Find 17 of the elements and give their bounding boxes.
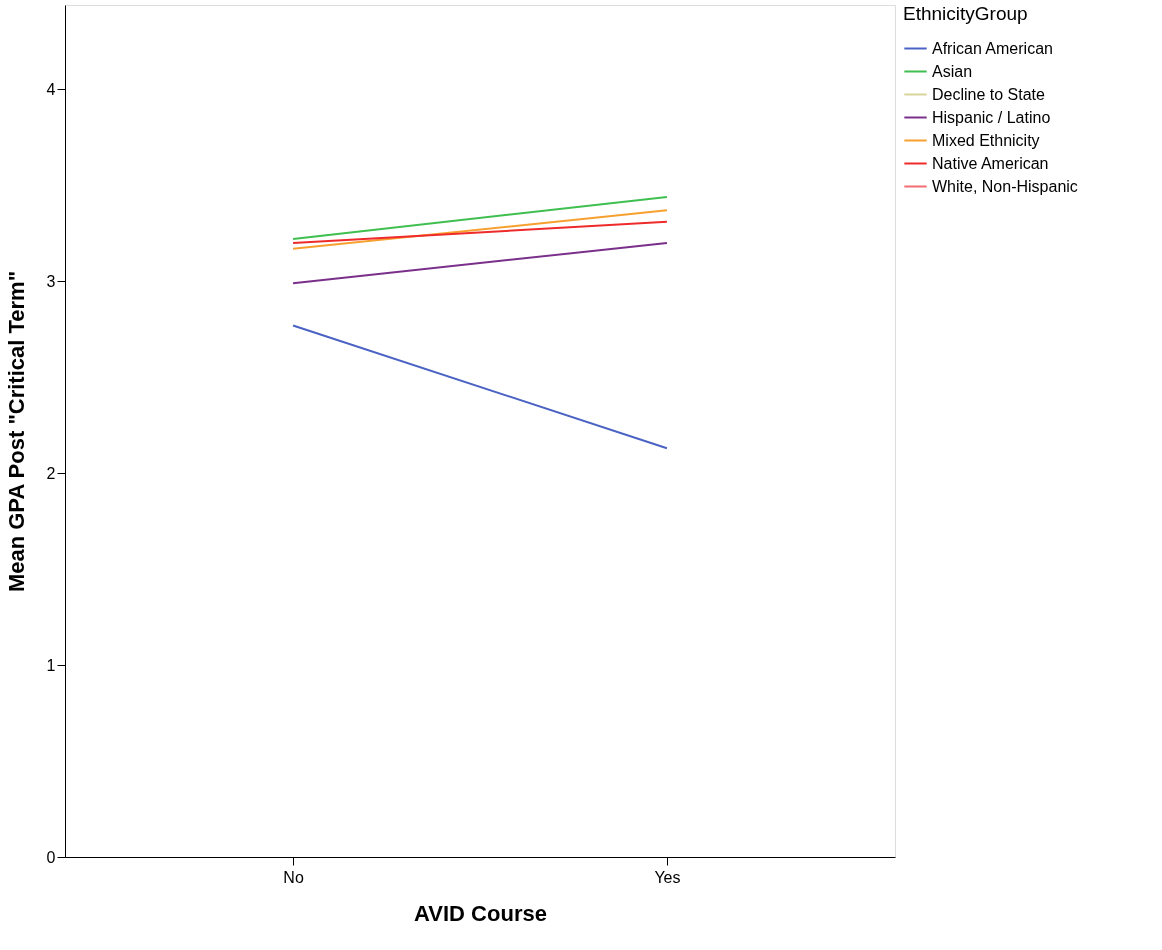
y-tick-label: 3 (46, 272, 56, 290)
legend-label: Native American (932, 154, 1049, 172)
legend-label: Hispanic / Latino (932, 108, 1051, 126)
legend-label: Decline to State (932, 85, 1046, 103)
legend-title: EthnicityGroup (903, 3, 1028, 24)
legend-label: Asian (932, 62, 973, 80)
legend-label: White, Non-Hispanic (932, 177, 1078, 195)
y-tick-label: 4 (46, 80, 56, 98)
x-tick-label: Yes (654, 868, 681, 886)
legend-label: Mixed Ethnicity (932, 131, 1040, 149)
legend-label: African American (932, 39, 1053, 57)
x-tick-label: No (283, 868, 304, 886)
y-tick-label: 0 (46, 848, 56, 866)
y-tick-label: 2 (46, 464, 56, 482)
x-axis-title: AVID Course (414, 900, 547, 926)
y-tick-label: 1 (46, 656, 56, 674)
y-axis-title: Mean GPA Post "Critical Term" (3, 270, 29, 593)
